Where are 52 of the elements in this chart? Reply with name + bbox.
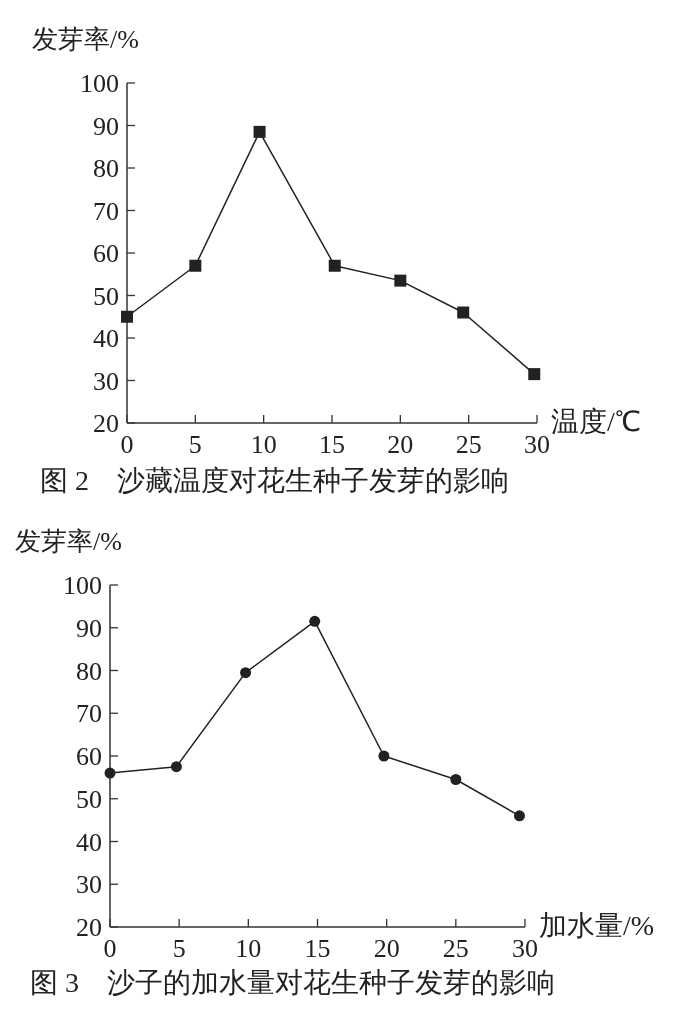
y-tick-label: 70 [76,699,102,729]
y-tick-label: 90 [76,613,102,643]
y-tick-label: 40 [93,324,119,353]
x-tick-label: 20 [373,934,400,963]
y-tick-label: 50 [93,281,119,311]
point [189,259,202,272]
y-tick-label: 100 [80,69,119,98]
x-tick-label: 15 [304,934,331,963]
x-tick-label: 0 [120,430,134,459]
x-tick-label: 20 [387,430,414,459]
point [309,615,321,627]
point [450,774,462,786]
x-tick-label: 30 [524,430,550,459]
x-tick-label: 25 [442,934,469,963]
point [528,368,541,381]
x-tick-label: 10 [235,934,262,963]
x-tick-label: 5 [172,934,186,963]
x-tick-label: 10 [250,430,277,459]
point [104,767,116,779]
y-tick-label: 30 [76,870,102,900]
y-tick-label: 70 [93,196,119,226]
x-tick-label: 30 [512,934,538,963]
y-tick-label: 40 [76,827,102,857]
y-tick-label: 50 [76,784,102,814]
point [328,259,341,272]
point [240,667,252,679]
y-tick-label: 90 [93,111,119,141]
point [253,125,266,138]
point [457,306,470,319]
x-tick-label: 0 [103,934,117,963]
y-tick-label: 100 [63,571,102,600]
y-tick-label: 20 [76,913,102,942]
y-tick-label: 30 [93,366,119,396]
y-tick-label: 60 [93,239,119,268]
point [394,274,407,287]
x-tick-label: 25 [455,430,482,459]
text: 图 3 沙子的加水量对花生种子发芽的影响 [30,967,555,998]
y-tick-label: 20 [93,409,119,438]
y-tick-label: 80 [93,154,119,183]
point [121,310,133,323]
point [378,750,390,762]
point [513,810,525,822]
x-tick-label: 5 [188,430,202,459]
y-tick-label: 80 [76,656,102,686]
y-axis-title: 发芽率/% [15,527,122,556]
x-axis-title: 温度/℃ [551,406,641,437]
x-tick-label: 15 [319,430,345,459]
text: 图 2 沙藏温度对花生种子发芽的影响 [40,465,509,496]
point [170,761,182,773]
x-axis-title: 加水量/% [539,910,655,941]
y-tick-label: 60 [76,742,102,771]
y-axis-title: 发芽率/% [32,25,139,54]
